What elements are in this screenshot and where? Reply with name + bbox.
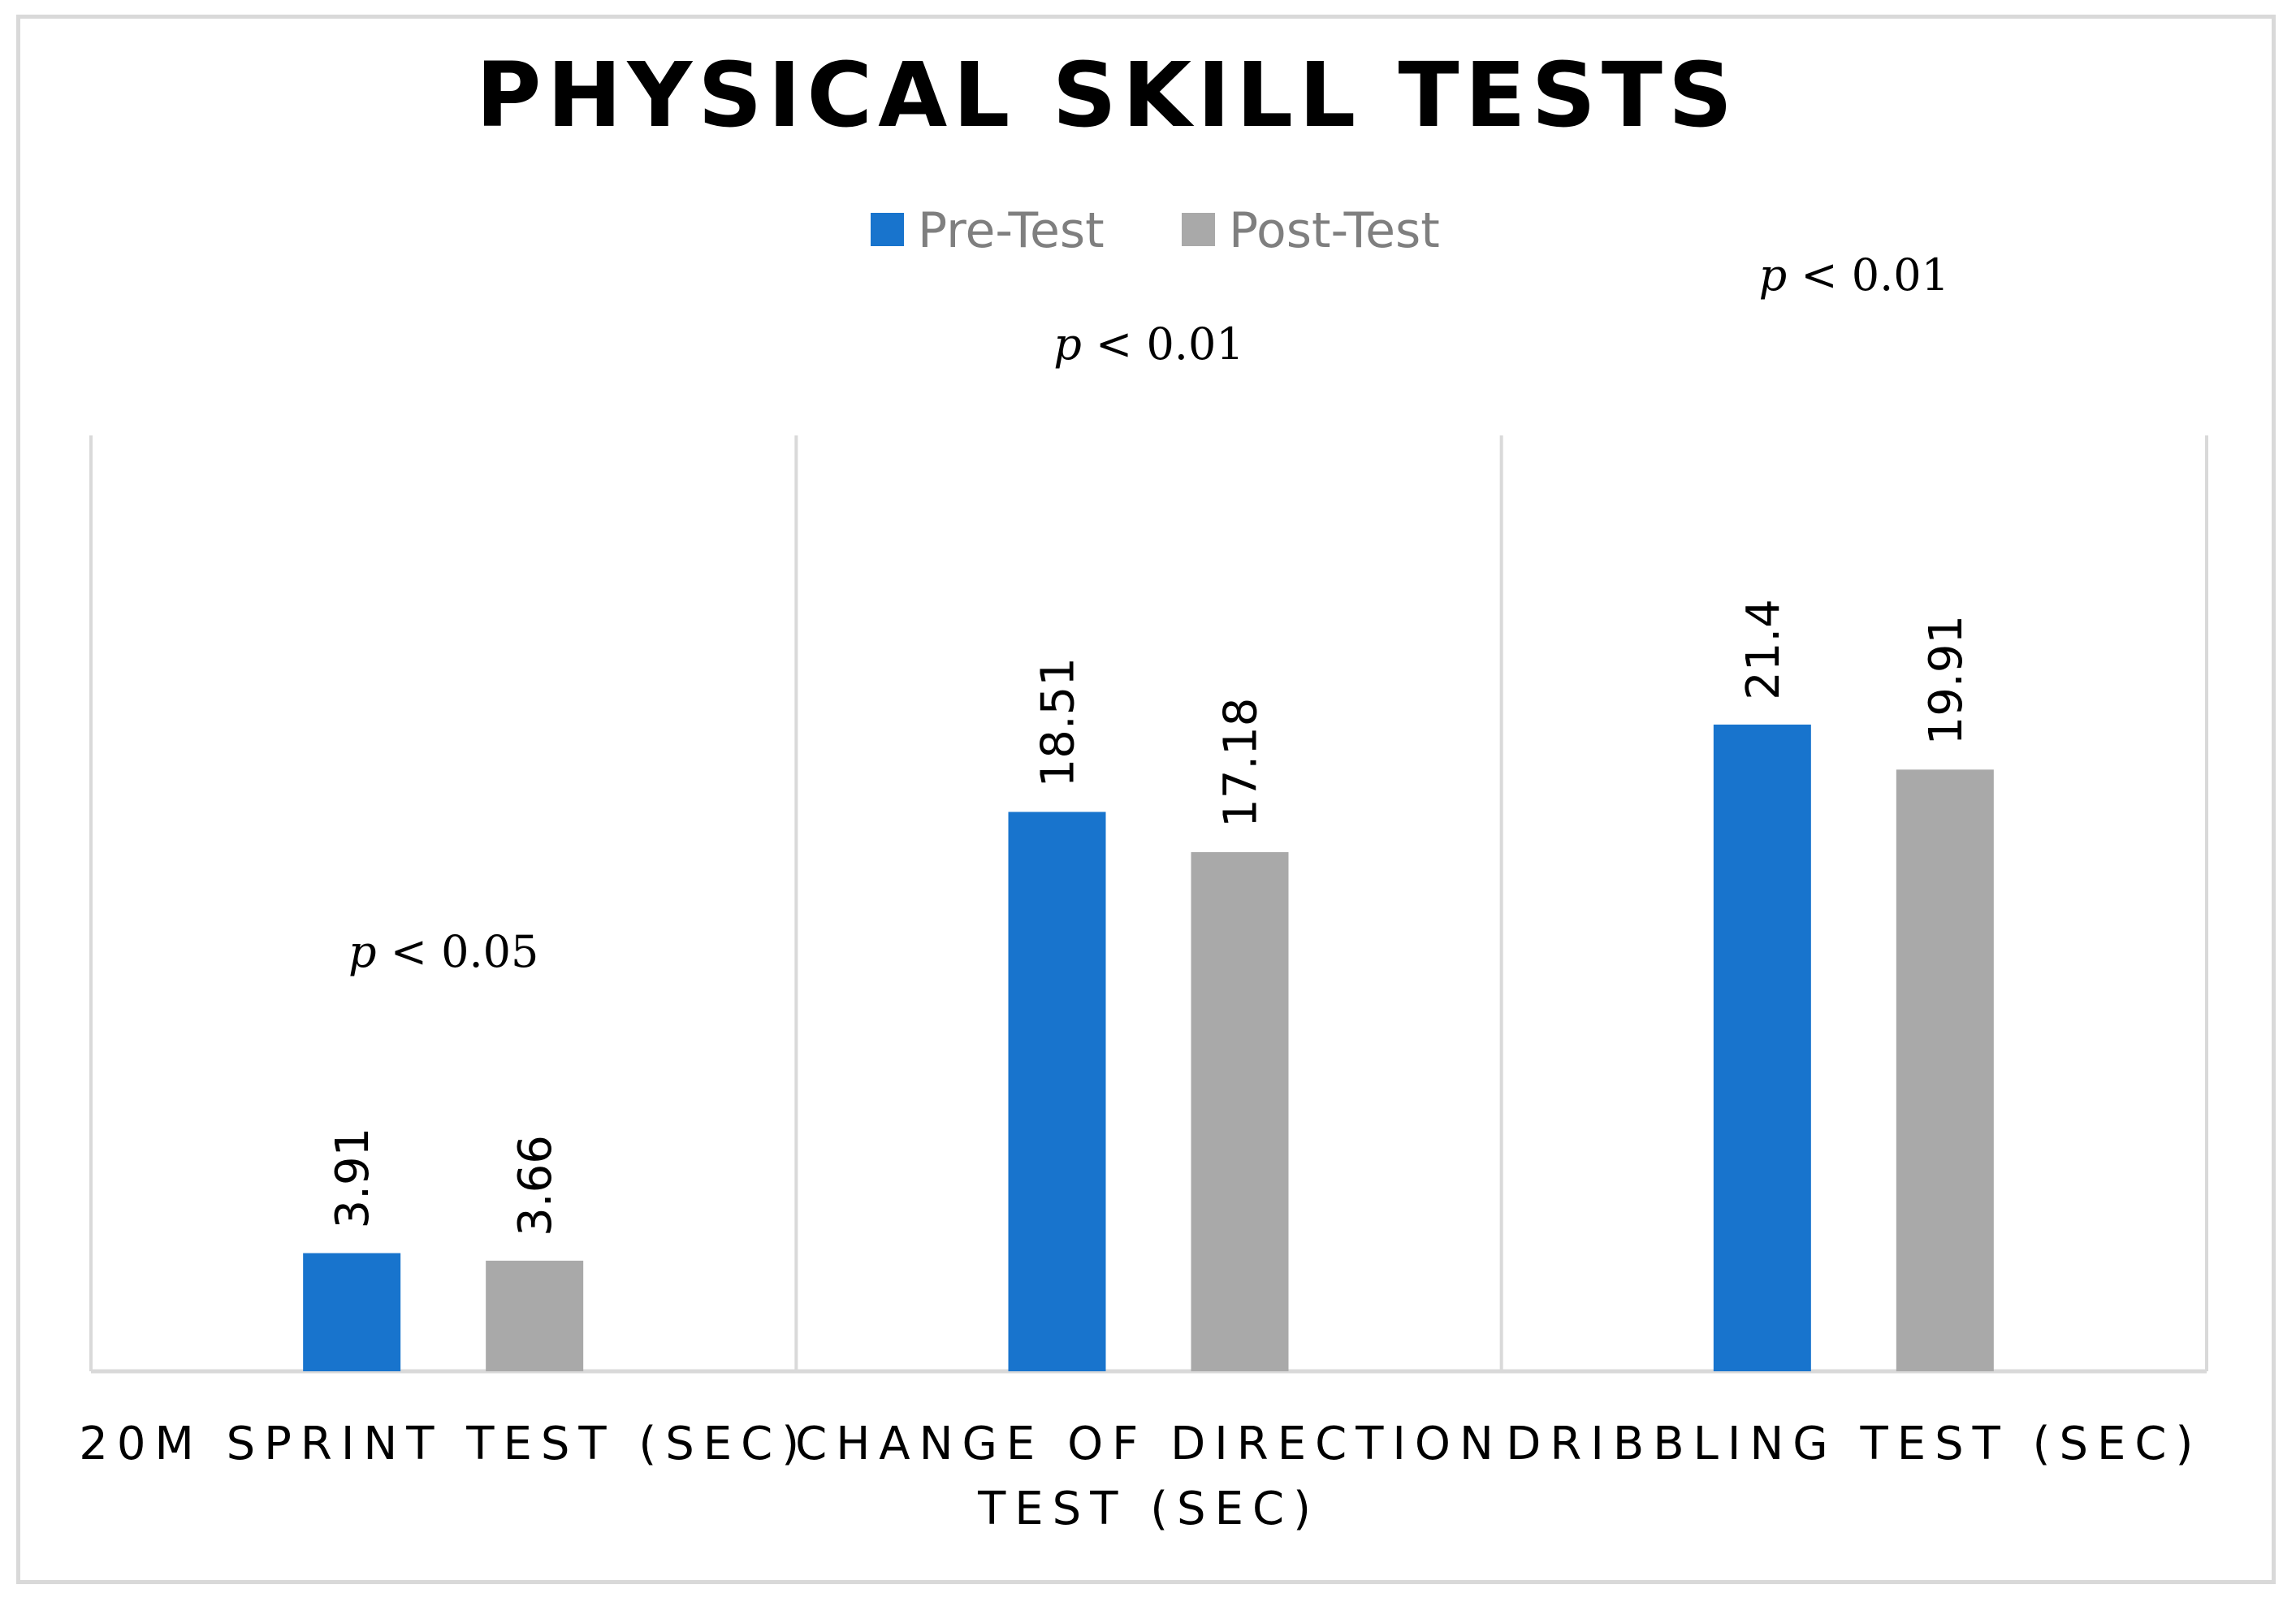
bar-post-test [1191,851,1289,1371]
bars [303,724,1994,1371]
bar-pre-test [1008,812,1106,1371]
value-label: 21.4 [1737,599,1790,700]
legend-swatch-pre-test [871,213,904,246]
category-label: CHANGE OF DIRECTION [795,1418,1503,1470]
value-label: 3.91 [326,1128,379,1229]
p-value-annotation: p < 0.01 [1759,249,1949,301]
value-label: 17.18 [1215,698,1268,828]
category-label: DRIBBLING TEST (SEC) [1506,1418,2202,1470]
value-labels: 3.91 3.66 18.51 17.18 21.4 19.91 [326,599,1973,1236]
value-label: 18.51 [1032,657,1085,787]
legend-label: Post-Test [1229,202,1440,259]
legend-label: Pre-Test [918,202,1105,259]
value-label: 19.91 [1920,615,1973,745]
category-label: TEST (SEC) [977,1483,1320,1535]
bar-pre-test [1713,724,1811,1371]
p-value-annotation: p < 0.05 [348,926,538,977]
legend-swatch-post-test [1182,213,1215,246]
category-labels: 20M SPRINT TEST (SEC)CHANGE OF DIRECTION… [79,1418,2202,1535]
p-value-annotation: p < 0.01 [1053,318,1243,370]
value-label: 3.66 [509,1135,562,1236]
significance-annotations: p < 0.05 p < 0.01 p < 0.01 [348,249,1949,977]
legend: Pre-Test Post-Test [871,202,1440,259]
category-separators [89,435,2208,1374]
bar-pre-test [303,1253,401,1371]
chart-title: PHYSICAL SKILL TESTS [476,43,1738,147]
bar-post-test [486,1260,584,1371]
category-label: 20M SPRINT TEST (SEC) [79,1418,808,1470]
bar-post-test [1896,769,1994,1371]
